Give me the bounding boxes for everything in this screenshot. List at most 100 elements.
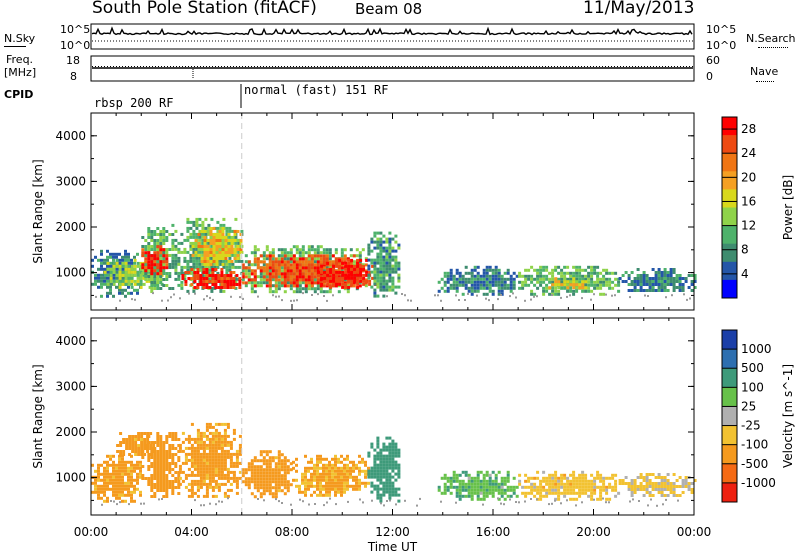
data-cell <box>316 472 319 476</box>
data-cell <box>162 230 166 233</box>
data-cell <box>648 289 652 292</box>
data-cell <box>488 283 492 287</box>
y-tick-label: 3000 <box>55 174 86 188</box>
data-cell <box>359 270 363 274</box>
data-cell <box>177 477 181 480</box>
data-cell <box>663 283 667 286</box>
data-cell <box>159 450 163 453</box>
data-cell <box>174 486 178 489</box>
data-cell <box>193 446 197 450</box>
data-cell <box>476 277 480 281</box>
data-cell <box>316 460 319 464</box>
data-cell <box>382 460 386 464</box>
data-cell <box>452 470 456 474</box>
data-cell <box>382 267 386 271</box>
data-cell <box>334 251 338 255</box>
data-cell <box>385 261 389 265</box>
data-cell <box>130 463 133 467</box>
data-cell <box>476 488 480 492</box>
data-cell <box>581 476 585 480</box>
data-cell <box>203 236 207 239</box>
data-cell <box>196 271 200 274</box>
data-cell <box>322 472 325 476</box>
data-cell <box>536 280 540 284</box>
data-cell <box>174 465 178 468</box>
data-cell <box>199 458 203 462</box>
data-cell <box>340 481 343 485</box>
data-cell <box>310 269 314 273</box>
data-cell <box>358 472 361 476</box>
data-cell <box>527 491 531 495</box>
data-cell <box>666 271 670 274</box>
data-cell <box>168 483 172 486</box>
data-cell <box>491 274 495 278</box>
data-cell <box>130 484 133 488</box>
station-title: South Pole Station (fitACF) <box>92 0 317 18</box>
data-cell <box>488 274 492 278</box>
data-cell <box>340 472 343 476</box>
data-cell <box>153 254 157 258</box>
data-cell <box>301 251 305 255</box>
data-cell <box>229 464 233 468</box>
data-cell <box>554 265 558 269</box>
data-cell <box>265 263 269 267</box>
data-cell <box>256 465 260 469</box>
data-cell <box>150 245 154 248</box>
data-cell <box>220 482 224 486</box>
data-cell <box>334 478 337 482</box>
data-cell <box>675 280 679 283</box>
data-cell <box>229 488 233 492</box>
data-cell <box>563 482 567 486</box>
data-cell <box>168 468 172 471</box>
data-cell <box>103 267 106 271</box>
data-cell <box>557 289 561 293</box>
data-cell <box>593 286 597 290</box>
data-cell <box>376 237 380 241</box>
data-cell <box>97 279 100 283</box>
data-cell <box>506 473 510 477</box>
data-cell <box>581 488 585 492</box>
data-cell <box>156 441 160 444</box>
data-cell <box>133 282 137 286</box>
data-cell <box>467 289 471 293</box>
data-cell <box>259 495 263 499</box>
data-cell <box>229 271 233 274</box>
ground-scatter-cell <box>140 502 142 505</box>
data-cell <box>174 453 178 456</box>
data-cell <box>566 271 570 275</box>
data-cell <box>515 494 519 498</box>
data-cell <box>494 280 498 284</box>
data-cell <box>205 458 209 462</box>
data-cell <box>587 485 591 489</box>
data-cell <box>133 466 136 470</box>
data-cell <box>144 275 148 278</box>
data-cell <box>379 270 383 274</box>
data-cell <box>189 244 193 248</box>
data-cell <box>147 242 151 245</box>
data-cell <box>174 462 178 465</box>
data-cell <box>566 482 570 486</box>
data-cell <box>298 269 302 273</box>
data-cell <box>115 481 118 485</box>
data-cell <box>304 481 307 485</box>
data-cell <box>247 465 251 469</box>
data-cell <box>536 476 540 480</box>
data-cell <box>584 280 588 284</box>
ground-scatter-cell <box>239 296 241 299</box>
data-cell <box>195 256 199 260</box>
data-cell <box>156 269 160 272</box>
data-cell <box>187 452 191 456</box>
data-cell <box>554 292 558 296</box>
data-cell <box>232 437 236 441</box>
data-cell <box>542 289 546 293</box>
data-cell <box>115 264 119 268</box>
data-cell <box>449 274 453 278</box>
data-cell <box>322 290 326 294</box>
data-cell <box>94 255 97 259</box>
data-cell <box>150 486 154 489</box>
data-cell <box>205 283 209 286</box>
data-cell <box>196 458 200 462</box>
data-cell <box>200 230 204 233</box>
data-cell <box>470 485 474 489</box>
data-cell <box>250 287 254 291</box>
